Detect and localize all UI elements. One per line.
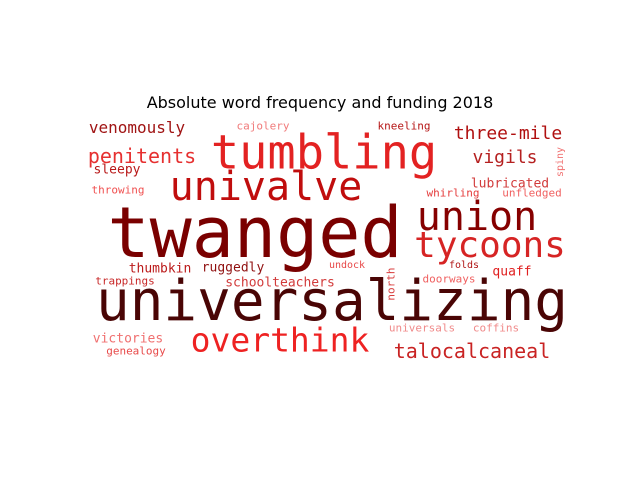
word-cajolery: cajolery xyxy=(236,119,290,133)
word-union: union xyxy=(416,194,538,240)
word-univalve: univalve xyxy=(169,164,363,210)
word-quaff: quaff xyxy=(492,264,532,280)
word-universalizing: universalizing xyxy=(95,269,569,334)
word-penitents: penitents xyxy=(87,144,197,168)
word-throwing: throwing xyxy=(91,183,145,197)
word-doorways: doorways xyxy=(422,272,476,286)
word-universals: universals xyxy=(388,321,456,335)
word-coffins: coffins xyxy=(472,321,520,335)
word-genealogy: genealogy xyxy=(106,344,166,358)
word-sleepy: sleepy xyxy=(93,162,141,178)
chart-title: Absolute word frequency and funding 2018 xyxy=(146,93,494,112)
word-kneeling: kneeling xyxy=(377,119,431,133)
word-north: north xyxy=(384,267,398,301)
word-venomously: venomously xyxy=(88,118,186,137)
word-schoolteachers: schoolteachers xyxy=(225,275,335,291)
word-trappings: trappings xyxy=(95,274,155,288)
word-talocalcaneal: talocalcaneal xyxy=(393,339,551,363)
word-ruggedly: ruggedly xyxy=(201,260,265,276)
word-folds: folds xyxy=(448,260,480,271)
word-tycoons: tycoons xyxy=(414,225,566,266)
word-undock: undock xyxy=(328,260,366,271)
word-twanged: twanged xyxy=(107,192,403,274)
word-unfledged: unfledged xyxy=(502,186,562,200)
word-thumbkin: thumbkin xyxy=(128,261,192,277)
word-three-mile: three-mile xyxy=(453,123,563,144)
word-spiny: spiny xyxy=(555,146,566,178)
word-overthink: overthink xyxy=(190,320,370,360)
word-victories: victories xyxy=(92,331,164,347)
word-tumbling: tumbling xyxy=(210,125,438,181)
word-vigils: vigils xyxy=(472,147,538,168)
word-whirling: whirling xyxy=(426,186,480,200)
word-lubricated: lubricated xyxy=(470,176,550,192)
